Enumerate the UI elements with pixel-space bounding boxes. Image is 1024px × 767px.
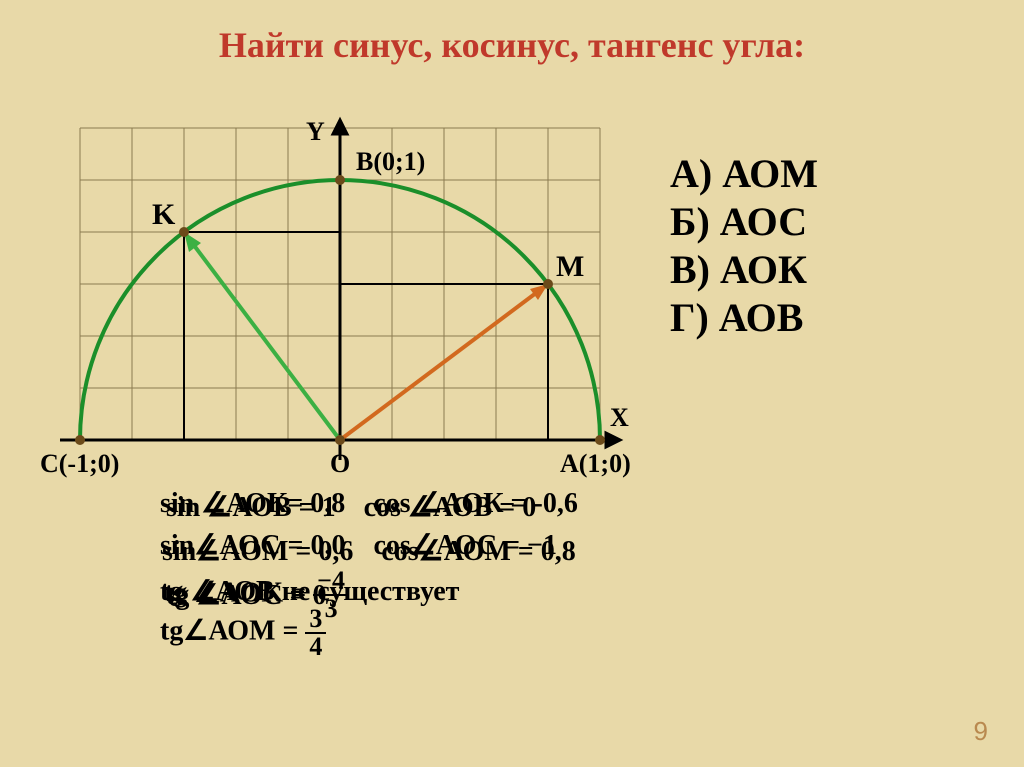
point-a-label: A(1;0) [560,449,631,478]
x-axis-label: X [610,403,629,432]
diagram-labels: Y X O A(1;0) C(-1;0) B(0;1) M K [40,117,631,478]
ans-aob: sin ∠АОВ = 1 cos ∠АОВ = 0 [166,494,536,522]
point-b-label: B(0;1) [356,147,425,176]
unit-circle-diagram: Y X O A(1;0) C(-1;0) B(0;1) M K [40,80,640,480]
option-c: В) АОК [670,246,818,294]
page-title: Найти синус, косинус, тангенс угла: [0,24,1024,66]
ans-aom: sin∠АОМ = 0,6 cos∠АОМ = 0,8 [162,538,576,566]
ans-tg-aom: tg∠АОМ = 34 [160,606,326,660]
point-k-label: K [152,198,176,231]
point-o-label: O [330,449,350,478]
diagram-svg: Y X O A(1;0) C(-1;0) B(0;1) M K [40,80,640,480]
y-axis-label: Y [306,117,325,146]
point-m-label: M [556,250,584,283]
page-number: 9 [974,716,988,747]
option-b: Б) АОС [670,198,818,246]
option-a: А) АОМ [670,150,818,198]
task-options: А) АОМ Б) АОС В) АОК Г) АОВ [670,150,818,342]
option-d: Г) АОВ [670,294,818,342]
point-c-label: C(-1;0) [40,449,119,478]
